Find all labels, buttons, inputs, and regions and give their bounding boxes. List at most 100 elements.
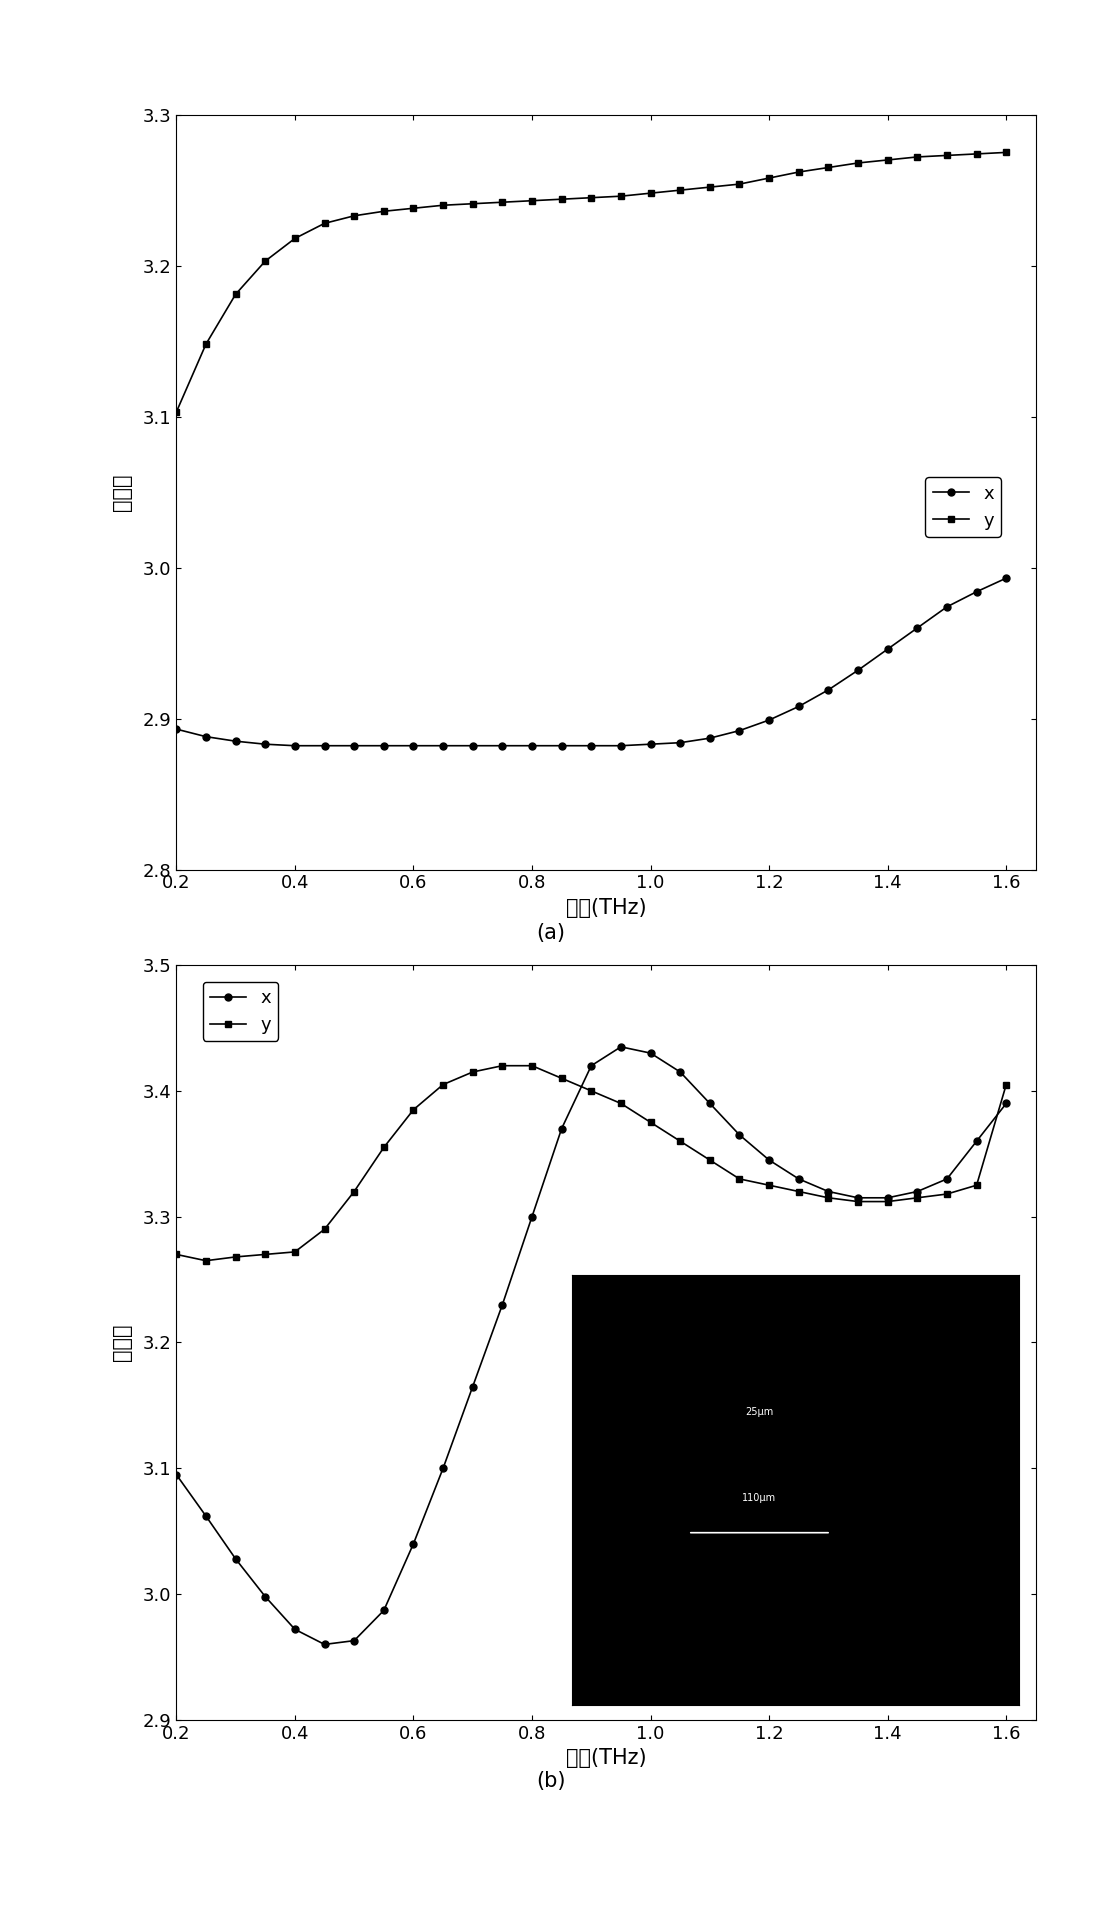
y xyxy=(496,191,509,214)
x xyxy=(229,730,242,753)
x xyxy=(852,659,865,682)
x xyxy=(822,678,835,701)
y xyxy=(555,1066,569,1089)
x xyxy=(733,1124,746,1147)
X-axis label: 频率(THz): 频率(THz) xyxy=(565,898,647,917)
x xyxy=(940,596,953,619)
y xyxy=(585,1080,598,1103)
y xyxy=(436,193,450,216)
x xyxy=(585,734,598,757)
y xyxy=(763,166,776,189)
y xyxy=(614,1091,627,1114)
y xyxy=(170,401,183,424)
x xyxy=(970,1129,983,1152)
x xyxy=(1000,1091,1013,1114)
x xyxy=(199,1504,213,1527)
X-axis label: 频率(THz): 频率(THz) xyxy=(565,1749,647,1768)
x xyxy=(882,638,895,661)
y xyxy=(940,143,953,166)
x xyxy=(644,732,657,755)
x xyxy=(555,1118,569,1141)
x xyxy=(703,1091,716,1114)
x xyxy=(910,1181,923,1204)
Text: (a): (a) xyxy=(537,923,565,942)
x xyxy=(852,1187,865,1210)
Line: x: x xyxy=(173,575,1009,749)
Legend: x, y: x, y xyxy=(926,478,1001,537)
Line: x: x xyxy=(173,1043,1009,1647)
Legend: x, y: x, y xyxy=(203,982,278,1041)
y xyxy=(644,1110,657,1133)
x xyxy=(614,734,627,757)
x xyxy=(763,709,776,732)
x xyxy=(347,734,360,757)
x xyxy=(289,734,302,757)
x xyxy=(496,734,509,757)
x xyxy=(763,1149,776,1171)
Y-axis label: 折射率: 折射率 xyxy=(111,474,131,510)
y xyxy=(585,185,598,208)
y xyxy=(940,1183,953,1206)
x xyxy=(733,719,746,741)
y xyxy=(673,178,687,201)
x xyxy=(1000,568,1013,590)
y xyxy=(466,193,479,216)
y xyxy=(555,187,569,210)
x xyxy=(673,732,687,755)
y xyxy=(496,1055,509,1078)
y xyxy=(229,283,242,306)
y xyxy=(882,149,895,172)
y xyxy=(259,1242,272,1265)
x xyxy=(673,1061,687,1084)
x xyxy=(170,719,183,741)
y xyxy=(970,1173,983,1196)
y xyxy=(970,143,983,166)
y xyxy=(1000,141,1013,164)
x xyxy=(822,1181,835,1204)
x xyxy=(317,734,331,757)
y xyxy=(170,1242,183,1265)
y xyxy=(289,227,302,250)
x xyxy=(407,734,420,757)
y xyxy=(466,1061,479,1084)
y xyxy=(822,157,835,180)
y xyxy=(792,161,806,183)
y xyxy=(377,201,390,224)
Line: y: y xyxy=(173,149,1009,415)
x xyxy=(585,1055,598,1078)
y xyxy=(644,182,657,204)
y xyxy=(673,1129,687,1152)
x xyxy=(526,1206,539,1229)
x xyxy=(882,1187,895,1210)
y xyxy=(614,185,627,208)
x xyxy=(289,1619,302,1642)
y xyxy=(347,204,360,227)
y xyxy=(436,1074,450,1097)
x xyxy=(377,1600,390,1622)
y xyxy=(852,151,865,174)
y xyxy=(910,145,923,168)
x xyxy=(407,1533,420,1556)
x xyxy=(792,696,806,719)
y xyxy=(763,1173,776,1196)
x xyxy=(792,1168,806,1191)
y xyxy=(199,1250,213,1273)
x xyxy=(317,1632,331,1655)
x xyxy=(170,1464,183,1487)
x xyxy=(466,734,479,757)
x xyxy=(644,1041,657,1064)
x xyxy=(466,1376,479,1399)
y xyxy=(317,212,331,235)
y xyxy=(882,1191,895,1213)
x xyxy=(377,734,390,757)
y xyxy=(407,197,420,220)
x xyxy=(703,726,716,749)
x xyxy=(347,1630,360,1653)
y xyxy=(199,333,213,355)
x xyxy=(436,1456,450,1479)
y xyxy=(407,1099,420,1122)
y xyxy=(259,250,272,273)
x xyxy=(940,1168,953,1191)
x xyxy=(614,1036,627,1059)
x xyxy=(436,734,450,757)
